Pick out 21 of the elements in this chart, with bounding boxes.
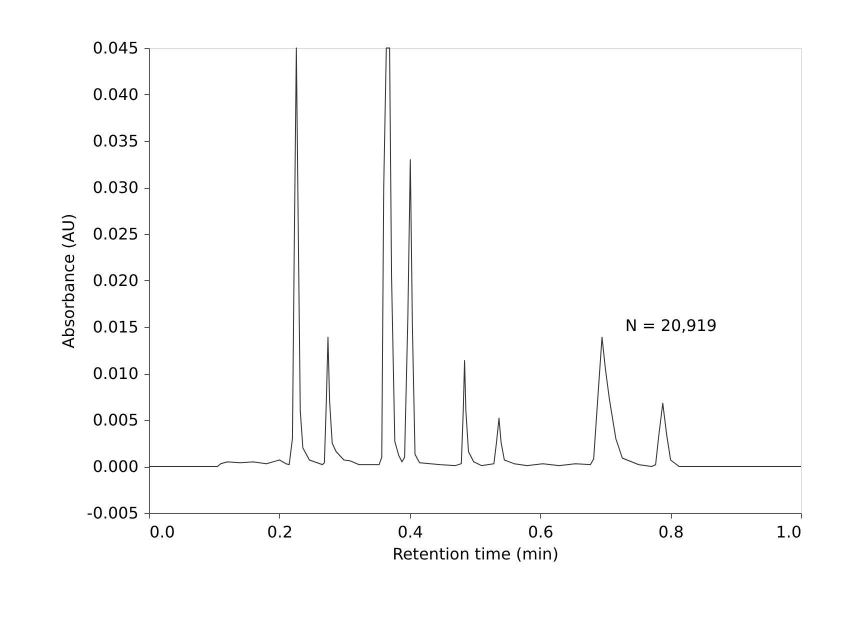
y-tick-label: 0.045 xyxy=(92,38,138,58)
y-tick-label: 0.010 xyxy=(92,364,138,383)
y-tick-label: 0.005 xyxy=(92,410,138,430)
x-tick-label: 0.6 xyxy=(528,522,554,542)
x-tick-label: 0.0 xyxy=(150,522,175,542)
y-tick-label: 0.030 xyxy=(92,178,138,197)
y-tick-label: 0.025 xyxy=(92,224,138,244)
x-tick-label: 0.4 xyxy=(398,522,424,542)
annotation: N = 20,919 xyxy=(625,316,717,335)
y-tick-label: 0.015 xyxy=(92,318,138,336)
x-tick-label: 0.8 xyxy=(658,522,684,542)
x-tick-label: 1.0 xyxy=(776,522,802,542)
y-tick-label: 0.040 xyxy=(92,85,138,104)
y-tick-label: 0.020 xyxy=(92,271,138,290)
y-tick-label: 0.000 xyxy=(92,457,138,476)
y-axis-title: Absorbance (AU) xyxy=(58,214,78,348)
x-tick-label: 0.2 xyxy=(267,522,293,542)
y-tick-label: 0.035 xyxy=(92,132,138,150)
x-axis-title: Retention time (min) xyxy=(392,544,559,564)
line-series xyxy=(148,48,802,467)
y-tick-label: -0.005 xyxy=(86,504,138,522)
